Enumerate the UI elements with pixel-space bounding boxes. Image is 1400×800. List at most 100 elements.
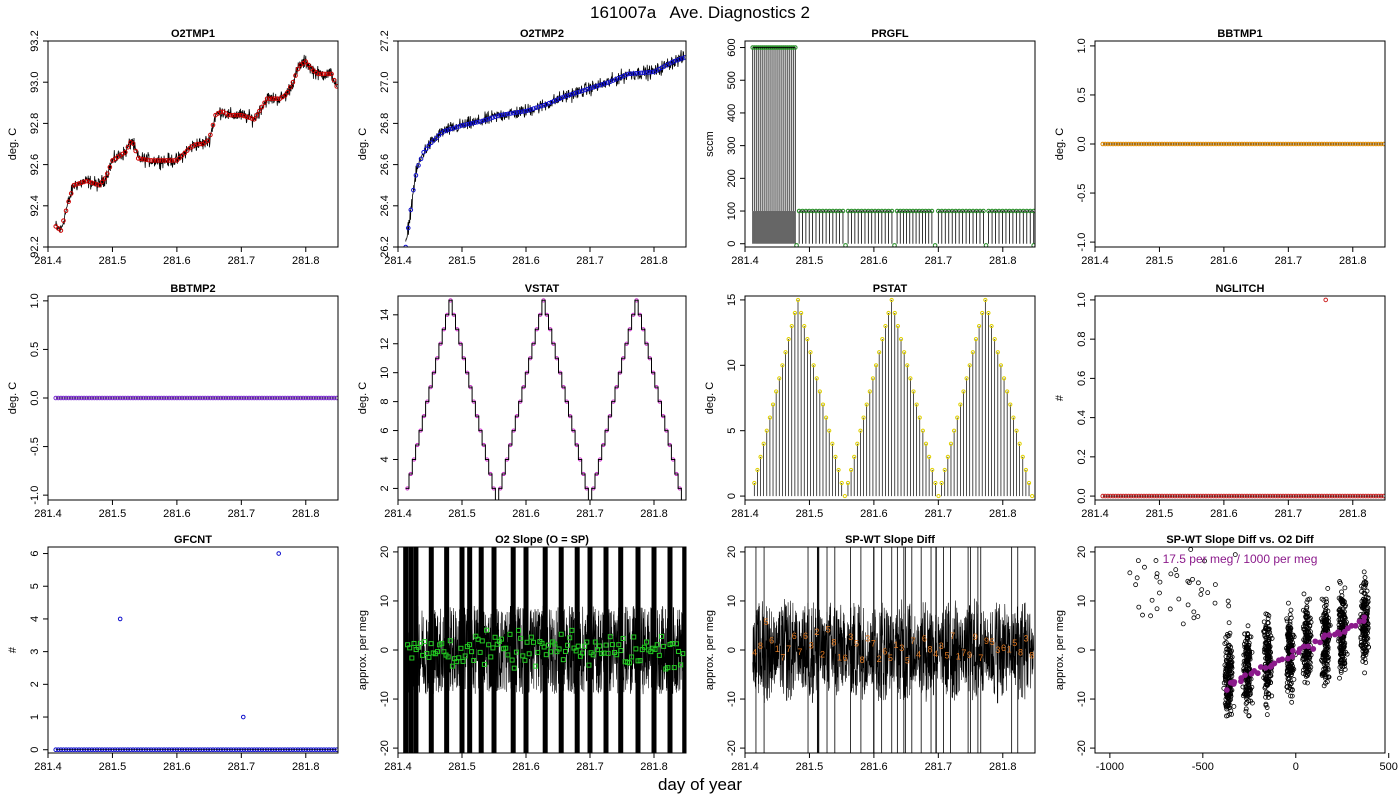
mean-point: [605, 80, 611, 85]
mean-point: [68, 191, 74, 196]
y-tick-label: 1.0: [29, 293, 41, 308]
x-tick-label: 281.8: [1339, 255, 1367, 267]
x-tick-label: 281.8: [640, 761, 668, 773]
spike-point: [786, 337, 791, 342]
slope-point: [460, 658, 466, 664]
trend-point: [1242, 672, 1248, 679]
y-tick-label: 0.4: [1076, 410, 1088, 425]
mean-point: [164, 158, 169, 163]
plot-frame: [47, 546, 339, 754]
mean-point: [636, 70, 641, 76]
scatter-point: [1303, 672, 1308, 677]
scatter-point: [1268, 673, 1274, 679]
diff-digit: 6: [922, 634, 927, 644]
x-tick-label: 281.7: [576, 255, 604, 267]
mean-point: [92, 181, 97, 186]
slope-point: [560, 657, 566, 663]
scatter-point: [1323, 610, 1329, 616]
plot-area: [405, 298, 682, 500]
x-tick-label: 281.5: [1146, 508, 1174, 520]
spike-point: [870, 376, 876, 381]
slope-point: [618, 648, 624, 654]
x-tick-label: 281.6: [512, 508, 540, 520]
slope-point: [528, 634, 534, 640]
mean-point: [141, 156, 146, 162]
spike-point: [770, 402, 776, 407]
mean-point: [269, 96, 275, 101]
panel-6: PSTAT deg. C 281.4 281.5 281.6 281.7 281.8 0 5 10…: [704, 283, 1036, 520]
scatter-point: [1245, 623, 1251, 629]
panel-title: NGLITCH: [1216, 283, 1265, 295]
spike-point: [758, 454, 763, 459]
scatter-point: [1154, 606, 1160, 612]
diff-digit: 8: [860, 655, 865, 665]
y-tick-label: 0: [29, 747, 41, 753]
mean-point: [608, 79, 613, 84]
mean-point: [457, 123, 462, 129]
slope-point: [586, 662, 592, 668]
spike-point: [848, 467, 854, 473]
plot-area: [1100, 297, 1385, 499]
plot-frame: [397, 40, 687, 248]
scatter-point: [1284, 618, 1290, 624]
spike-point: [833, 454, 838, 459]
mean-point: [426, 143, 432, 148]
spike-point: [1030, 493, 1035, 499]
mean-point: [208, 132, 213, 138]
spike-point: [948, 441, 954, 446]
scatter-point: [1284, 616, 1290, 622]
panel-title: SP-WT Slope Diff vs. O2 Diff: [1166, 534, 1314, 546]
slope-point: [637, 658, 643, 664]
scatter-point: [1288, 693, 1293, 699]
slope-point: [565, 642, 571, 648]
mean-point: [81, 179, 87, 185]
y-tick-label: -10: [1076, 691, 1088, 707]
diff-digit: 2: [877, 654, 882, 664]
mean-point: [679, 56, 685, 61]
trend-point: [1231, 679, 1238, 685]
mean-point: [531, 106, 536, 111]
trend-point: [1296, 646, 1303, 652]
slope-point: [456, 655, 462, 661]
scatter-point: [1305, 597, 1311, 603]
spike-point: [842, 493, 847, 499]
mean-point: [226, 112, 231, 118]
spike-point: [867, 389, 872, 394]
scatter-point: [1322, 608, 1328, 614]
dropout-bar: [510, 547, 516, 753]
scatter-point: [1288, 681, 1294, 686]
x-tick-label: 281.5: [99, 508, 127, 520]
mean-point: [239, 112, 244, 118]
scatter-point: [1225, 598, 1231, 604]
y-tick-label: -20: [1076, 740, 1088, 756]
diff-digit: 2: [814, 627, 819, 637]
spike-point: [986, 310, 991, 316]
y-tick-label: 10: [379, 595, 391, 607]
mean-point: [631, 71, 636, 76]
fit-annotation: 17.5 per meg / 1000 per meg: [1163, 552, 1318, 566]
y-tick-label: 0.0: [1076, 136, 1088, 151]
mean-point: [416, 163, 421, 168]
scatter-point: [1198, 591, 1204, 597]
scatter-point: [1339, 660, 1344, 666]
spike-point: [789, 323, 794, 329]
mean-point: [259, 104, 265, 110]
x-tick-label: 281.5: [796, 761, 824, 773]
x-tick-label: 281.5: [1146, 255, 1174, 267]
scatter-point: [1148, 613, 1153, 619]
slope-point: [614, 652, 620, 658]
scatter-point: [1362, 575, 1368, 580]
scatter-point: [1304, 599, 1310, 605]
scatter-point: [1226, 603, 1232, 609]
y-tick-label: 300: [726, 136, 738, 154]
scatter-point: [1360, 632, 1366, 638]
panel-title: O2TMP2: [520, 28, 564, 40]
mean-point: [549, 99, 554, 105]
outlier-point: [240, 714, 246, 720]
y-axis-label: deg. C: [357, 382, 369, 414]
scatter-point: [1263, 691, 1269, 697]
mean-point: [556, 96, 562, 102]
spike-point: [783, 350, 788, 355]
